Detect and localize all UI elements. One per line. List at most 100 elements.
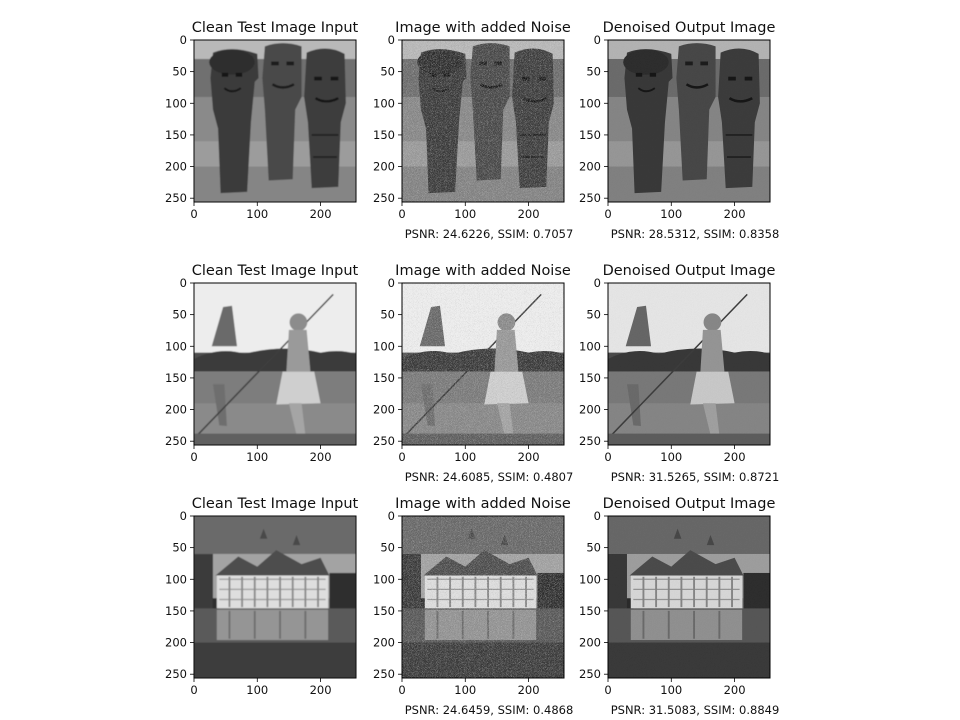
axes-frame — [607, 282, 771, 446]
y-tick-label: 0 — [180, 509, 187, 523]
x-tick-label: 200 — [518, 683, 540, 697]
y-tick-label: 50 — [380, 308, 395, 322]
y-tick-label: 200 — [373, 160, 395, 174]
axes-frame — [607, 515, 771, 679]
axes-frame — [193, 282, 357, 446]
y-tick-label: 0 — [180, 33, 187, 47]
image-chateau-reflection — [194, 516, 356, 678]
x-tick-label: 200 — [724, 683, 746, 697]
metrics-caption: PSNR: 24.6085, SSIM: 0.4807 — [405, 470, 574, 484]
image-girl-with-pole — [402, 283, 564, 445]
y-tick-label: 150 — [373, 128, 395, 142]
x-tick-label: 100 — [246, 207, 268, 221]
image-tiki-statues — [402, 40, 564, 202]
y-tick-label: 50 — [380, 541, 395, 555]
y-tick-label: 150 — [165, 371, 187, 385]
x-tick-label: 200 — [724, 450, 746, 464]
x-tick-label: 200 — [724, 207, 746, 221]
x-tick-label: 100 — [660, 450, 682, 464]
axes-frame — [607, 39, 771, 203]
axes-frame — [401, 282, 565, 446]
y-tick-label: 0 — [180, 276, 187, 290]
y-tick-label: 100 — [579, 572, 601, 586]
axes-frame — [401, 39, 565, 203]
y-tick-label: 150 — [579, 128, 601, 142]
image-girl-with-pole — [608, 283, 770, 445]
panel-title: Clean Test Image Input — [192, 496, 359, 512]
y-tick-label: 0 — [388, 33, 395, 47]
y-tick-label: 150 — [165, 128, 187, 142]
y-tick-label: 200 — [165, 636, 187, 650]
x-tick-label: 0 — [398, 683, 405, 697]
panel-title: Clean Test Image Input — [192, 263, 359, 279]
metrics-caption: PSNR: 28.5312, SSIM: 0.8358 — [611, 227, 780, 241]
x-tick-label: 0 — [190, 683, 197, 697]
image-tiki-statues — [608, 40, 770, 202]
image-girl-with-pole — [194, 283, 356, 445]
x-tick-label: 0 — [190, 207, 197, 221]
y-tick-label: 250 — [579, 434, 601, 448]
panel-title: Image with added Noise — [395, 496, 571, 512]
x-tick-label: 0 — [190, 450, 197, 464]
y-tick-label: 50 — [586, 541, 601, 555]
y-tick-label: 250 — [373, 191, 395, 205]
panel-title: Clean Test Image Input — [192, 20, 359, 36]
image-chateau-reflection — [402, 516, 564, 678]
y-tick-label: 250 — [165, 434, 187, 448]
y-tick-label: 100 — [373, 339, 395, 353]
metrics-caption: PSNR: 31.5083, SSIM: 0.8849 — [611, 703, 780, 717]
x-tick-label: 200 — [518, 450, 540, 464]
metrics-caption: PSNR: 24.6459, SSIM: 0.4868 — [405, 703, 574, 717]
panel-title: Image with added Noise — [395, 263, 571, 279]
y-tick-label: 100 — [579, 339, 601, 353]
image-tiki-statues — [194, 40, 356, 202]
axes-frame — [193, 515, 357, 679]
x-tick-label: 100 — [454, 450, 476, 464]
x-tick-label: 200 — [518, 207, 540, 221]
axes-frame — [193, 39, 357, 203]
y-tick-label: 250 — [579, 667, 601, 681]
y-tick-label: 150 — [165, 604, 187, 618]
y-tick-label: 150 — [373, 604, 395, 618]
panel-title: Image with added Noise — [395, 20, 571, 36]
x-tick-label: 100 — [246, 450, 268, 464]
y-tick-label: 200 — [373, 636, 395, 650]
x-tick-label: 0 — [398, 207, 405, 221]
y-tick-label: 100 — [165, 96, 187, 110]
x-tick-label: 0 — [604, 683, 611, 697]
y-tick-label: 100 — [579, 96, 601, 110]
y-tick-label: 0 — [388, 276, 395, 290]
y-tick-label: 100 — [165, 572, 187, 586]
metrics-caption: PSNR: 31.5265, SSIM: 0.8721 — [611, 470, 780, 484]
y-tick-label: 50 — [380, 65, 395, 79]
y-tick-label: 50 — [172, 308, 187, 322]
x-tick-label: 200 — [310, 207, 332, 221]
y-tick-label: 0 — [594, 33, 601, 47]
image-chateau-reflection — [608, 516, 770, 678]
x-tick-label: 200 — [310, 683, 332, 697]
y-tick-label: 100 — [373, 96, 395, 110]
y-tick-label: 200 — [165, 160, 187, 174]
x-tick-label: 0 — [604, 207, 611, 221]
panel-tiki-statues-clean: Clean Test Image Input 0 100 200 0 50 100 150 20… — [165, 20, 359, 221]
y-tick-label: 200 — [579, 636, 601, 650]
y-tick-label: 200 — [579, 160, 601, 174]
x-tick-label: 0 — [398, 450, 405, 464]
y-tick-label: 150 — [579, 604, 601, 618]
y-tick-label: 50 — [586, 308, 601, 322]
y-tick-label: 0 — [594, 276, 601, 290]
y-tick-label: 200 — [165, 403, 187, 417]
y-tick-label: 200 — [373, 403, 395, 417]
x-tick-label: 200 — [310, 450, 332, 464]
y-tick-label: 50 — [172, 65, 187, 79]
y-tick-label: 250 — [373, 667, 395, 681]
axes-frame — [401, 515, 565, 679]
panel-title: Denoised Output Image — [603, 263, 776, 279]
x-tick-label: 100 — [454, 207, 476, 221]
